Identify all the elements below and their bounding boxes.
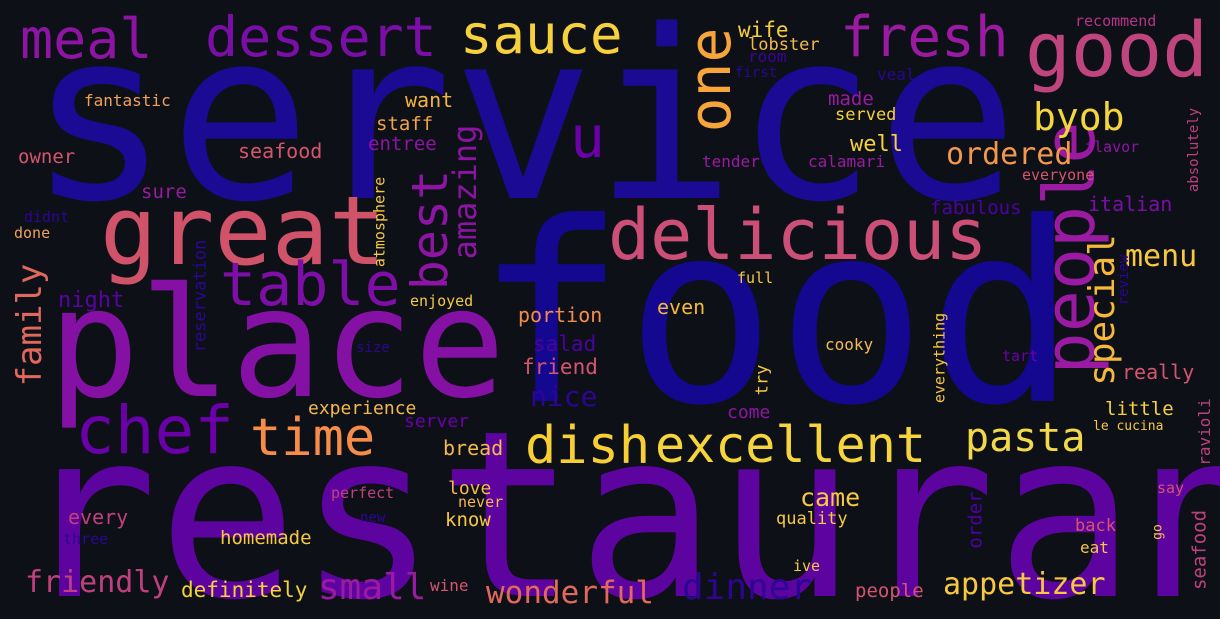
word-entree: entree xyxy=(368,133,437,155)
word-night: night xyxy=(58,288,125,313)
word-experience: experience xyxy=(308,398,417,419)
word-delicious: delicious xyxy=(608,194,988,276)
word-tender: tender xyxy=(702,152,760,171)
word-dessert: dessert xyxy=(205,5,437,69)
word-table: table xyxy=(220,250,401,320)
word-reservation: reservation xyxy=(190,239,211,353)
word-new: new xyxy=(360,510,386,526)
word-le-cucina: le cucina xyxy=(1093,419,1164,434)
word-recommend: recommend xyxy=(1075,12,1157,30)
word-seafood-small: seafood xyxy=(238,139,323,163)
word-excellent: excellent xyxy=(655,416,926,474)
word-every: every xyxy=(68,505,129,529)
word-byob: byob xyxy=(1033,95,1125,139)
word-fabulous: fabulous xyxy=(930,197,1022,219)
word-sure: sure xyxy=(141,181,187,203)
word-calamari: calamari xyxy=(808,152,886,171)
word-dish: dish xyxy=(525,416,651,476)
word-cooky: cooky xyxy=(825,335,874,354)
word-didnt: didnt xyxy=(24,208,70,226)
word-great: great xyxy=(100,177,386,287)
word-meal: meal xyxy=(20,7,153,71)
word-fresh: fresh xyxy=(840,5,1009,70)
word-try: try xyxy=(752,364,773,396)
word-full: full xyxy=(737,269,774,287)
word-portion: portion xyxy=(518,303,603,327)
word-menu: menu xyxy=(1125,239,1198,274)
word-fantastic: fantastic xyxy=(84,91,171,110)
word-appetizer: appetizer xyxy=(943,567,1106,602)
word-come: come xyxy=(727,402,771,423)
word-three: three xyxy=(63,530,109,548)
word-back: back xyxy=(1075,516,1116,536)
word-good: good xyxy=(1025,5,1209,94)
word-quality: quality xyxy=(776,509,848,529)
word-amazing: amazing xyxy=(446,124,484,260)
word-people-small: people xyxy=(855,580,924,602)
word-one: one xyxy=(676,27,744,133)
word-order: order xyxy=(964,491,987,549)
word-owner: owner xyxy=(18,146,76,168)
word-even: even xyxy=(657,295,706,319)
word-italian: italian xyxy=(1088,192,1173,216)
word-review: review xyxy=(1116,254,1132,306)
word-definitely: definitely xyxy=(181,578,308,602)
word-ive: ive xyxy=(793,557,821,575)
word-seafood-vertical: seafood xyxy=(1188,509,1211,591)
word-know: know xyxy=(445,509,491,531)
word-atmosphere: atmosphere xyxy=(370,176,389,268)
word-ravioli: ravioli xyxy=(1195,398,1214,466)
word-perfect: perfect xyxy=(331,484,395,502)
word-place: place xyxy=(48,255,506,432)
word-love: love xyxy=(448,478,492,499)
word-well: well xyxy=(850,132,903,157)
word-small: small xyxy=(318,567,427,608)
word-really: really xyxy=(1122,360,1195,384)
word-everyone: everyone xyxy=(1022,166,1095,184)
word-pasta: pasta xyxy=(965,415,1086,461)
word-friendly: friendly xyxy=(25,565,170,600)
word-nice: nice xyxy=(530,380,598,413)
word-sauce: sauce xyxy=(460,3,623,66)
word-server: server xyxy=(404,411,470,432)
word-bread: bread xyxy=(443,436,504,460)
word-enjoyed: enjoyed xyxy=(410,292,474,310)
word-say: say xyxy=(1157,479,1185,497)
word-time: time xyxy=(250,408,376,468)
word-served: served xyxy=(835,105,897,125)
word-veal: veal xyxy=(877,65,916,84)
word-little: little xyxy=(1105,398,1174,420)
word-staff: staff xyxy=(376,113,434,135)
word-first: first xyxy=(735,65,778,81)
word-chef: chef xyxy=(75,392,234,469)
word-friend: friend xyxy=(522,355,598,379)
word-absolutely: absolutely xyxy=(1186,107,1202,193)
word-done: done xyxy=(14,224,51,242)
word-dinner: dinner xyxy=(682,567,813,608)
word-salad: salad xyxy=(533,332,597,356)
word-tart: tart xyxy=(1002,347,1039,365)
word-restaurant: restaurant xyxy=(18,381,1220,619)
word-never: never xyxy=(458,493,504,511)
word-wife: wife xyxy=(738,18,789,42)
word-food: food xyxy=(475,169,1078,460)
word-wine: wine xyxy=(430,576,469,595)
word-everything: everything xyxy=(930,312,949,404)
word-u: u xyxy=(570,103,605,171)
word-go: go xyxy=(1150,524,1166,540)
word-service: service xyxy=(28,0,1019,254)
word-lobster: lobster xyxy=(748,35,820,55)
word-size: size xyxy=(356,340,390,356)
word-family: family xyxy=(10,263,50,387)
word-flavor: flavor xyxy=(1085,138,1140,156)
word-wonderful: wonderful xyxy=(486,575,654,611)
word-eat: eat xyxy=(1080,538,1109,557)
word-room: room xyxy=(748,47,787,66)
word-want: want xyxy=(405,88,454,112)
word-made: made xyxy=(828,88,874,110)
word-ordered: ordered xyxy=(946,137,1073,172)
word-homemade: homemade xyxy=(220,527,312,549)
word-came: came xyxy=(800,483,861,512)
